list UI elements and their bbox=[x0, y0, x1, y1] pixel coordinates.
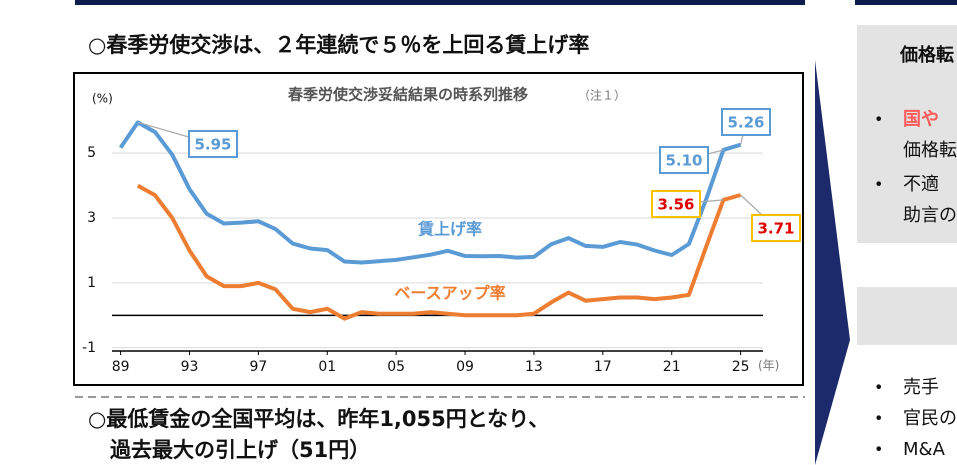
callout-box bbox=[651, 190, 701, 218]
x-tick-label: 97 bbox=[249, 359, 267, 375]
chart-note: （注１） bbox=[578, 88, 626, 103]
value-label: 5.26 bbox=[727, 114, 764, 132]
x-tick-label: 93 bbox=[181, 359, 199, 375]
panel bbox=[857, 287, 957, 345]
bullet-text: M&A bbox=[903, 439, 946, 460]
heading: ○春季労使交渉は、２年連続で５％を上回る賃上げ率 bbox=[88, 33, 589, 57]
callout-box bbox=[721, 108, 771, 136]
series-line bbox=[118, 120, 742, 265]
x-tick-label: 01 bbox=[318, 359, 336, 375]
chart-frame bbox=[73, 72, 804, 386]
callout-box bbox=[751, 214, 801, 242]
y-tick-label: 5 bbox=[87, 145, 96, 161]
value-label: 5.10 bbox=[665, 152, 702, 170]
y-axis-label: (%) bbox=[92, 92, 113, 106]
x-tick-label: 89 bbox=[112, 359, 130, 375]
subheading: 過去最大の引上げ（51円） bbox=[110, 438, 370, 462]
callout-box bbox=[188, 130, 238, 158]
x-axis-label: (年) bbox=[758, 359, 779, 373]
panel bbox=[857, 25, 957, 243]
y-tick-label: 3 bbox=[87, 210, 96, 226]
callout-box bbox=[659, 146, 709, 174]
chart-title: 春季労使交渉妥結結果の時系列推移 bbox=[288, 86, 528, 104]
panel-header: 価格転 bbox=[899, 44, 954, 66]
bullet: • bbox=[874, 440, 883, 459]
value-label: 3.56 bbox=[657, 196, 694, 214]
x-tick-label: 09 bbox=[456, 359, 474, 375]
bullet-text: 官民の bbox=[903, 408, 957, 429]
arrow bbox=[815, 60, 850, 465]
bullet-text: 売手 bbox=[903, 377, 939, 398]
bullet: • bbox=[874, 409, 883, 428]
top-bar bbox=[75, 0, 805, 5]
top-bar bbox=[855, 0, 957, 5]
series-line bbox=[136, 183, 742, 321]
y-tick-label: 1 bbox=[87, 275, 96, 291]
value-label: 5.95 bbox=[194, 136, 231, 154]
bullet-text: 価格転 bbox=[903, 140, 957, 161]
value-label: 3.71 bbox=[757, 220, 794, 238]
series-label: ベースアップ率 bbox=[394, 284, 505, 303]
bullet-text: 不適 bbox=[903, 174, 939, 195]
bullet: • bbox=[874, 110, 883, 129]
series-label: 賃上げ率 bbox=[417, 220, 482, 239]
x-tick-label: 17 bbox=[594, 359, 612, 375]
bullet-text: 国や bbox=[903, 109, 939, 130]
x-tick-label: 05 bbox=[387, 359, 405, 375]
bullet-text: 助言の bbox=[903, 205, 957, 226]
x-tick-label: 25 bbox=[732, 359, 750, 375]
bullet: • bbox=[874, 175, 883, 194]
x-tick-label: 21 bbox=[663, 359, 681, 375]
x-tick-label: 13 bbox=[525, 359, 543, 375]
subheading: ○最低賃金の全国平均は、昨年1,055円となり、 bbox=[88, 407, 549, 431]
y-tick-label: -1 bbox=[82, 340, 96, 356]
bullet: • bbox=[874, 378, 883, 397]
